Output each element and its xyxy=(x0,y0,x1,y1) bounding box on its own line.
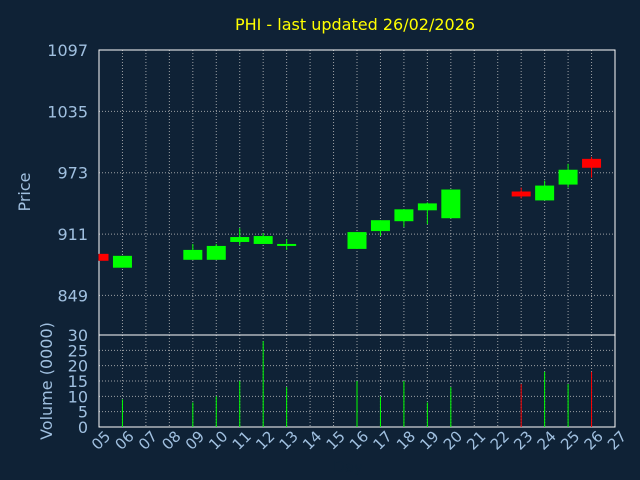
x-axis-label: Day xyxy=(333,458,363,476)
x-tick-label: 16 xyxy=(346,427,372,453)
x-axis: 0506070809101112131415161718192021222324… xyxy=(88,427,630,453)
price-tick-label: 849 xyxy=(57,286,88,305)
x-tick-label: 26 xyxy=(581,427,607,453)
candle-body xyxy=(370,220,390,232)
x-tick-label: 19 xyxy=(416,427,442,453)
candle-body xyxy=(99,253,109,261)
candle-body xyxy=(558,169,578,185)
volume-tick-label: 15 xyxy=(68,372,88,391)
x-tick-label: 27 xyxy=(604,427,630,453)
volume-tick-label: 25 xyxy=(68,341,88,360)
x-tick-label: 17 xyxy=(369,427,395,453)
x-tick-label: 15 xyxy=(323,427,349,453)
candlestick-series xyxy=(98,156,602,268)
x-tick-label: 07 xyxy=(135,427,161,453)
x-tick-label: 21 xyxy=(463,427,489,453)
volume-tick-label: 10 xyxy=(68,387,88,406)
price-tick-label: 973 xyxy=(57,164,88,183)
candle-body xyxy=(441,189,461,219)
x-tick-label: 06 xyxy=(111,427,137,453)
x-tick-label: 23 xyxy=(510,427,536,453)
volume-tick-label: 20 xyxy=(68,357,88,376)
x-tick-label: 13 xyxy=(276,427,302,453)
x-tick-label: 20 xyxy=(440,427,466,453)
price-tick-label: 1035 xyxy=(47,102,88,121)
price-tick-label: 1097 xyxy=(47,41,88,60)
candle-body xyxy=(394,209,414,222)
price-tick-label: 911 xyxy=(57,225,88,244)
x-tick-label: 24 xyxy=(534,427,560,453)
candle-body xyxy=(253,236,273,244)
candle-body xyxy=(535,185,555,201)
volume-tick-label: 0 xyxy=(78,418,88,437)
candle-body xyxy=(582,158,602,168)
x-tick-label: 25 xyxy=(557,427,583,453)
x-tick-label: 05 xyxy=(88,427,114,453)
candle-body xyxy=(347,232,367,249)
x-tick-label: 08 xyxy=(158,427,184,453)
candle-body xyxy=(183,249,203,260)
candle-body xyxy=(230,237,250,242)
y-axis-label: Price xyxy=(15,172,34,211)
candle-body xyxy=(417,203,437,211)
volume-series xyxy=(121,341,593,427)
price-axis: 1097 1035 973 911 849 xyxy=(47,41,88,305)
volume-tick-label: 30 xyxy=(68,326,88,345)
volume-axis-label: Volume (0000) xyxy=(37,322,56,440)
x-tick-label: 11 xyxy=(229,427,255,453)
x-tick-label: 10 xyxy=(205,427,231,453)
volume-tick-label: 5 xyxy=(78,403,88,422)
x-tick-label: 22 xyxy=(487,427,513,453)
candle-body xyxy=(206,245,226,260)
candle-body xyxy=(277,243,297,246)
x-tick-label: 18 xyxy=(393,427,419,453)
candle-body xyxy=(511,191,531,197)
candle-body xyxy=(112,255,132,268)
chart-title: PHI - last updated 26/02/2026 xyxy=(235,15,475,34)
x-tick-label: 14 xyxy=(299,427,325,453)
x-tick-label: 09 xyxy=(182,427,208,453)
x-tick-label: 12 xyxy=(252,427,278,453)
